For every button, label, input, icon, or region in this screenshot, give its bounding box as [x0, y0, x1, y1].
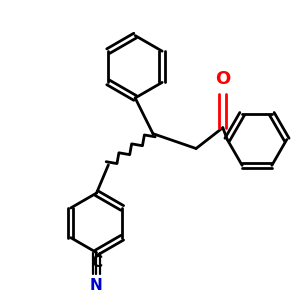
Text: C: C — [91, 255, 102, 270]
Text: N: N — [90, 278, 103, 292]
Text: O: O — [215, 70, 230, 88]
